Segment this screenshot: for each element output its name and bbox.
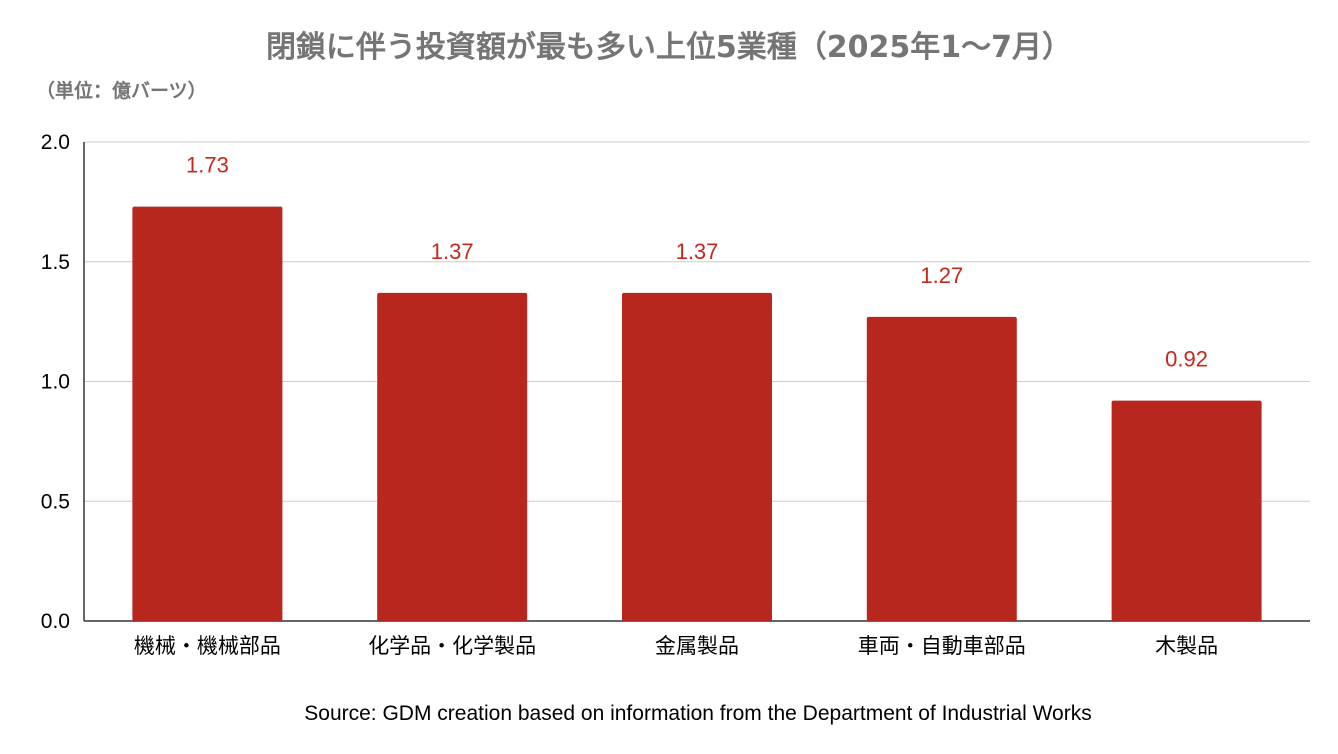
bar xyxy=(132,206,283,622)
data-label: 1.37 xyxy=(431,239,474,264)
bar xyxy=(866,316,1017,621)
x-category-label: 木製品 xyxy=(1155,634,1218,658)
data-label: 1.27 xyxy=(920,263,963,288)
bar xyxy=(1111,400,1262,621)
bar xyxy=(377,292,528,621)
data-label: 1.73 xyxy=(186,153,229,178)
bar xyxy=(622,292,772,621)
data-label: 0.92 xyxy=(1165,347,1208,372)
x-category-label: 化学品・化学製品 xyxy=(368,634,536,658)
y-tick-label: 1.5 xyxy=(41,251,70,274)
y-tick-label: 0.5 xyxy=(41,490,70,513)
y-tick-label: 1.0 xyxy=(41,371,70,394)
data-label: 1.37 xyxy=(676,239,719,264)
y-tick-label: 2.0 xyxy=(41,131,70,154)
x-category-label: 金属製品 xyxy=(655,634,739,658)
y-tick-label: 0.0 xyxy=(41,610,70,633)
unit-label: （単位：億バーツ） xyxy=(36,80,207,102)
x-category-label: 車両・自動車部品 xyxy=(858,634,1026,658)
bar-chart: 0.0 0.5 1.0 1.5 2.0 1.73 機械・機械部品 1.37 化学品・化学製品 1.… xyxy=(41,131,1310,658)
source-note: Source: GDM creation based on informatio… xyxy=(304,702,1092,725)
x-category-label: 機械・機械部品 xyxy=(134,634,281,658)
chart-title: 閉鎖に伴う投資額が最も多い上位5業種（2025年1〜7月） xyxy=(265,30,1073,65)
